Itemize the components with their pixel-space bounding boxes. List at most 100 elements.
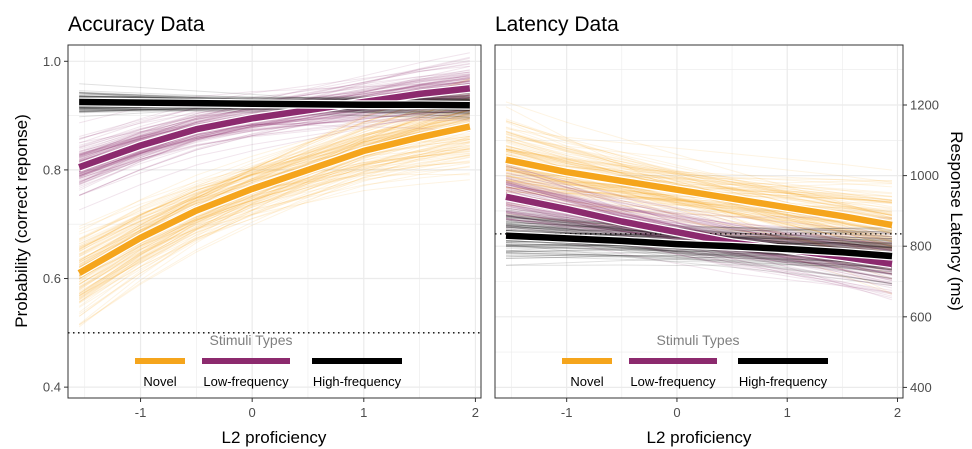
latency-y-tick-label: 1200 [910,98,939,113]
accuracy-sample-line-novel [78,119,470,258]
latency-legend-label-low-frequency: Low-frequency [630,374,716,389]
accuracy-sample-line-novel [78,172,470,274]
accuracy-x-tick-label: 1 [360,405,367,420]
accuracy-sample-line-novel [78,94,470,253]
latency-sample-line-novel [505,128,893,171]
accuracy-sample-line-novel [78,107,470,328]
accuracy-sample-line-novel [78,113,470,269]
latency-sample-line-novel [505,156,893,204]
latency-sample-line-novel [505,186,893,212]
latency-legend: Stimuli Types Novel Low-frequency High-f… [562,332,828,389]
latency-sample-line-high-frequency [505,264,893,268]
latency-sample-line-low-frequency [505,212,893,295]
accuracy-sample-line-low-frequency [79,111,470,196]
latency-panel-border [494,44,904,399]
latency-legend-label-novel: Novel [570,374,603,389]
latency-sample-line-low-frequency [505,176,893,234]
latency-sample-line-novel [505,189,893,210]
latency-sample-line-novel [505,101,893,219]
latency-sample-line-high-frequency [505,249,893,273]
latency-sample-line-novel [505,175,893,238]
accuracy-sample-line-novel [78,114,470,250]
accuracy-sample-line-low-frequency [79,63,470,161]
latency-sample-line-novel [505,132,893,216]
latency-sample-line-novel [505,137,893,213]
latency-sample-line-low-frequency [505,192,893,249]
latency-sample-line-high-frequency [505,225,893,233]
latency-sample-line-novel [505,148,893,216]
latency-sample-line-low-frequency [505,180,893,257]
latency-sample-line-low-frequency [505,217,893,284]
accuracy-sample-line-high-frequency [79,107,470,111]
accuracy-sample-line-low-frequency [79,73,470,152]
latency-sample-line-low-frequency [505,230,893,293]
latency-mean-line-novel [505,156,893,229]
latency-sample-line-high-frequency [505,237,893,285]
accuracy-sample-line-novel [78,148,470,289]
accuracy-sample-line-novel [78,112,470,251]
latency-sample-line-novel [505,176,893,197]
latency-sample-line-novel [505,213,893,249]
accuracy-sample-line-novel [78,148,470,277]
latency-sample-line-low-frequency [505,189,893,240]
latency-sample-line-low-frequency [505,186,893,247]
latency-sample-line-high-frequency [505,214,893,248]
accuracy-sample-line-novel [78,135,470,252]
latency-sample-line-novel [505,119,893,242]
latency-sample-line-novel [505,164,893,241]
latency-sample-line-novel [505,148,893,201]
latency-sample-line-novel [505,149,893,204]
latency-sample-line-low-frequency [505,175,893,252]
latency-sample-line-low-frequency [505,171,893,258]
latency-sample-line-novel [505,126,893,217]
latency-sample-line-novel [505,140,893,221]
latency-y-tick-label: 800 [910,239,932,254]
accuracy-sample-line-novel [78,153,470,260]
latency-sample-line-low-frequency [505,203,893,294]
latency-sample-line-novel [505,118,893,240]
accuracy-sample-line-novel [78,154,470,276]
latency-sample-line-high-frequency [505,217,893,238]
accuracy-sample-line-novel [78,96,470,271]
latency-sample-line-high-frequency [505,253,893,269]
latency-sample-line-novel [505,165,893,262]
accuracy-sample-line-novel [78,126,470,301]
accuracy-sample-line-novel [78,130,470,315]
accuracy-sample-line-novel [78,99,470,267]
accuracy-axes-ticks: -1 0 1 2 0.4 0.6 0.8 1.0 [43,54,479,420]
latency-y-axis-label: Response Latency (ms) [947,131,966,311]
latency-sample-line-novel [505,160,893,184]
latency-axes-ticks: -1 0 1 2 400 600 800 1000 1200 [561,98,939,420]
latency-sample-line-low-frequency [505,183,893,246]
latency-sample-line-low-frequency [505,179,893,254]
latency-sample-line-novel [505,149,893,216]
accuracy-sample-line-novel [78,117,470,240]
latency-sample-line-novel [505,167,893,247]
latency-sample-line-high-frequency [505,244,893,287]
accuracy-legend-label-high-frequency: High-frequency [313,374,402,389]
accuracy-sample-line-novel [78,109,470,262]
accuracy-sample-line-novel [78,110,470,255]
latency-sample-line-novel [505,194,893,226]
latency-sample-line-novel [505,131,893,243]
accuracy-sample-line-novel [78,121,470,247]
latency-sample-line-low-frequency [505,183,893,252]
latency-sample-line-low-frequency [505,195,893,242]
latency-sample-line-novel [505,120,893,219]
latency-sample-line-novel [505,165,893,239]
accuracy-sample-line-novel [78,112,470,298]
latency-x-tick-label: 1 [784,405,791,420]
accuracy-sample-line-novel [78,150,470,261]
accuracy-y-tick-label: 0.8 [43,162,61,177]
latency-mean-lines [505,155,893,269]
accuracy-sample-line-low-frequency [79,92,470,176]
accuracy-sample-line-novel [78,162,470,284]
accuracy-sample-line-novel [78,139,470,248]
accuracy-sample-line-novel [78,109,470,307]
latency-sample-line-novel [505,151,893,295]
latency-sample-line-novel [505,183,893,194]
latency-sample-line-novel [505,179,893,198]
accuracy-sample-line-novel [78,117,470,264]
accuracy-sample-line-low-frequency [79,105,470,177]
accuracy-mean-line-low-frequency [78,85,471,171]
